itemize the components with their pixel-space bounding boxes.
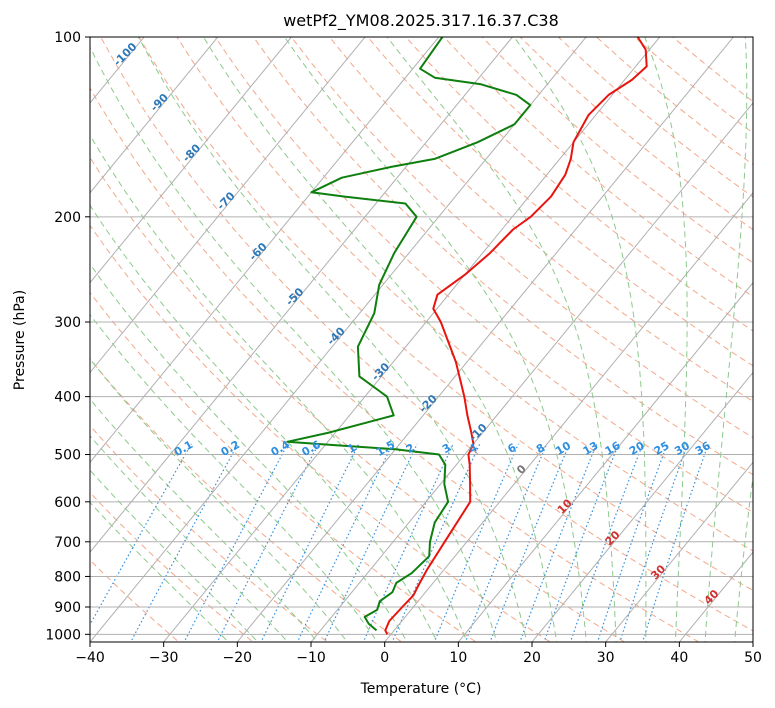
y-axis-label: Pressure (hPa)	[12, 290, 28, 390]
moist-adiabat-line	[202, 37, 558, 642]
y-tick-label: 1000	[45, 627, 81, 643]
chart-title: wetPf2_YM08.2025.317.16.37.C38	[283, 11, 559, 31]
isotherm-line	[90, 37, 293, 284]
dry-adiabat-line	[176, 37, 753, 552]
isotherm-line	[605, 461, 753, 642]
y-axis-ticks: 100 200 300 400 500 600 700 800 900 1000	[45, 30, 90, 643]
mixing-ratio-line	[641, 443, 709, 642]
x-tick-label: −20	[223, 650, 253, 666]
x-tick-label: 20	[523, 650, 541, 666]
mixing-ratio-line	[129, 443, 239, 642]
isotherm-line	[236, 37, 735, 642]
mixing-ratio-line	[323, 443, 418, 642]
x-tick-label: 40	[670, 650, 688, 666]
moist-adiabat-line	[284, 37, 587, 642]
x-tick-label: 50	[744, 650, 762, 666]
x-axis-label: Temperature (°C)	[360, 681, 482, 697]
pressure-gridlines	[90, 37, 753, 635]
dry-adiabat-line	[443, 37, 753, 298]
moist-adiabat-line	[90, 45, 498, 642]
y-tick-label: 200	[54, 210, 81, 226]
mixing-ratio-line	[596, 443, 668, 642]
isotherm-line	[163, 37, 661, 642]
moist-adiabats	[90, 37, 753, 642]
y-tick-label: 700	[54, 535, 81, 551]
moist-adiabat-line	[90, 313, 378, 642]
moist-adiabat-line	[90, 501, 230, 642]
isotherm-line	[90, 37, 219, 194]
y-tick-label: 600	[54, 495, 81, 511]
x-tick-label: −10	[296, 650, 326, 666]
mixing-ratio-line	[296, 443, 394, 642]
y-tick-label: 100	[54, 30, 81, 46]
y-tick-label: 500	[54, 448, 81, 464]
temperature-line	[384, 37, 648, 635]
mixing-ratio-line	[619, 443, 689, 642]
dry-adiabat-line	[90, 224, 552, 642]
moist-adiabat-line	[137, 37, 528, 642]
isotherm-line	[90, 37, 366, 374]
dry-adiabat-line	[100, 37, 753, 632]
y-tick-label: 900	[54, 600, 81, 616]
mixing-ratio-lines	[90, 443, 709, 642]
moist-adiabat-line	[90, 398, 319, 642]
moist-adiabat-line	[704, 37, 748, 642]
dry-adiabat-line	[214, 37, 753, 513]
moist-adiabat-line	[90, 358, 348, 642]
dry-adiabat-line	[405, 37, 753, 332]
mixing-ratio-line	[489, 443, 570, 642]
dry-adiabat-line	[138, 37, 753, 591]
x-tick-label: 10	[449, 650, 467, 666]
x-tick-label: 0	[380, 650, 389, 666]
isotherm-line	[384, 192, 753, 642]
dry-adiabat-line	[90, 424, 329, 642]
moist-adiabat-line	[644, 37, 688, 642]
isotherm-line	[310, 102, 753, 642]
isotherm-line	[531, 371, 753, 642]
isotherm-line	[90, 37, 440, 464]
plot-frame	[89, 36, 754, 643]
x-tick-label: −40	[75, 650, 105, 666]
profile-series	[286, 37, 648, 635]
dewpoint-line	[286, 37, 532, 632]
moist-adiabat-line	[734, 472, 753, 642]
dry-adiabat-line	[367, 37, 753, 367]
mixing-ratio-line	[183, 443, 289, 642]
y-tick-label: 800	[54, 569, 81, 585]
mixing-ratio-line	[464, 443, 548, 642]
moist-adiabat-line	[513, 37, 647, 642]
dry-adiabat-line	[90, 87, 700, 642]
y-tick-label: 300	[54, 315, 81, 331]
dry-adiabat-line	[90, 559, 180, 642]
isotherm-line	[90, 37, 514, 553]
mixing-ratio-line	[433, 443, 519, 642]
isotherm-line	[457, 281, 753, 642]
mixing-ratio-line	[90, 443, 192, 626]
x-tick-label: −30	[149, 650, 179, 666]
x-axis-ticks: −40 −30 −20 −10 0 10 20 30 40 50	[75, 642, 762, 666]
moist-adiabat-line	[90, 263, 408, 642]
moist-adiabat-line	[386, 37, 617, 642]
y-tick-label: 400	[54, 390, 81, 406]
dry-adiabat-line	[90, 291, 477, 642]
moist-adiabat-line	[90, 134, 468, 642]
x-tick-label: 30	[597, 650, 615, 666]
